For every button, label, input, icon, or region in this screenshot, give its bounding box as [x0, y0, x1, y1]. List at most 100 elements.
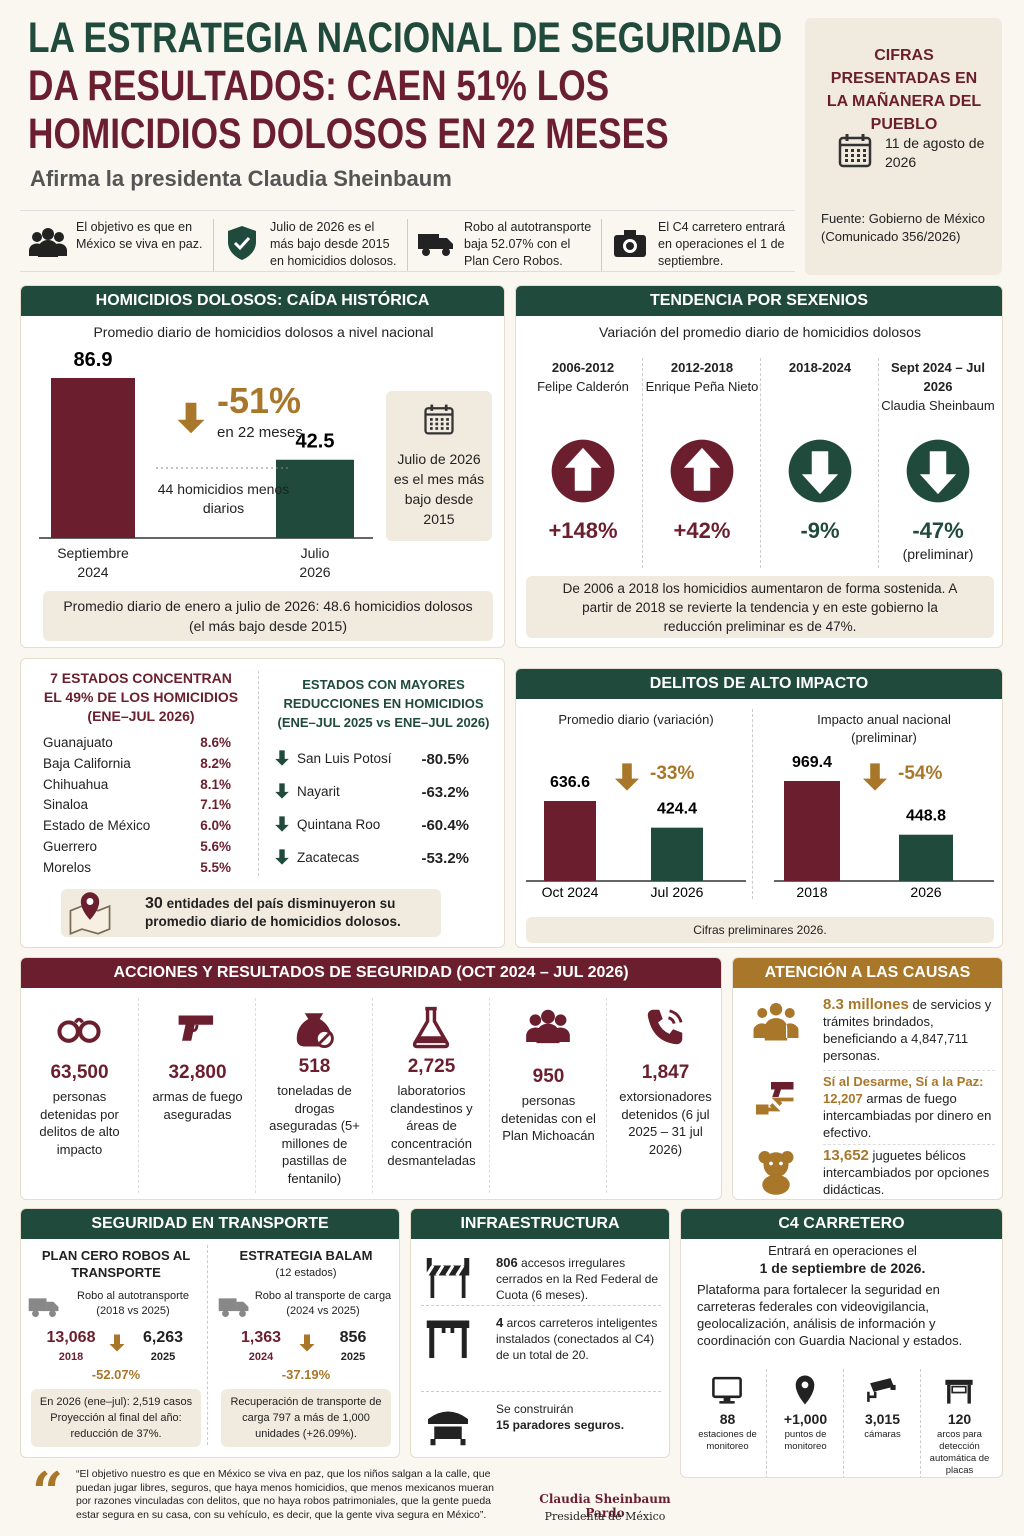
state-name: San Luis Potosí: [297, 751, 392, 766]
icon-part: [857, 149, 860, 152]
icon-part: [779, 1161, 783, 1166]
icon-part: [756, 1104, 769, 1115]
icon-part: [867, 1391, 877, 1402]
state-share: 8.2%: [200, 755, 231, 771]
note-box: En 2026 (ene–jul): 2,519 casos Proyecció…: [31, 1389, 201, 1447]
quote-role: Presidenta de México: [544, 1510, 666, 1523]
icon: [758, 1151, 794, 1195]
icon-part: [541, 1009, 555, 1024]
side-source: Fuente: Gobierno de México (Comunicado 3…: [821, 211, 986, 244]
icon-part: [190, 1024, 199, 1033]
highlight-text: Julio de 2026 es el más bajo desde 2015 …: [270, 220, 397, 268]
sexenios-panel: TENDENCIA POR SEXENIOS Variación del prom…: [515, 285, 1003, 648]
state-reduction: -60.4%: [421, 817, 469, 834]
column-divider: [207, 1245, 208, 1445]
footer-box: Promedio diario de enero a julio de 2026…: [43, 591, 493, 641]
icon-part: [78, 1020, 101, 1043]
state-share: 7.1%: [200, 797, 231, 813]
footer-text: 30 entidades del país disminuyeron su pr…: [145, 895, 435, 931]
from-year: 2024: [248, 1351, 274, 1363]
footer-text: De 2006 a 2018 los homicidios aumentaron…: [562, 580, 958, 634]
icon-part: [801, 1381, 809, 1389]
icon-part: [318, 1032, 330, 1045]
state-name: Sinaloa: [43, 797, 89, 813]
stat-value: 88: [719, 1411, 736, 1427]
icon-part: [845, 159, 848, 162]
icon-part: [757, 1008, 768, 1018]
icon: [428, 1411, 468, 1446]
president: Enrique Peña Nieto: [645, 379, 759, 394]
icon-part: [919, 451, 957, 495]
icon-part: [851, 149, 854, 152]
cause-detail: armas de fuego intercambiadas por dinero…: [823, 1091, 992, 1140]
icon-part: [863, 149, 866, 152]
icon: [614, 230, 646, 257]
program-title: PLAN CERO ROBOS AL TRANSPORTE: [41, 1248, 191, 1280]
icon-part: [624, 230, 636, 236]
icon-part: [435, 418, 439, 421]
icon-part: [275, 750, 289, 766]
action-value: 63,500: [50, 1062, 109, 1083]
footer-box: Cifras preliminares 2026.: [526, 917, 994, 943]
president: Claudia Sheinbaum: [881, 398, 995, 413]
program-subtitle: (12 estados): [275, 1267, 337, 1279]
icon: [109, 1334, 125, 1352]
bar: [899, 834, 953, 881]
icon-part: [46, 1301, 59, 1312]
cause-text: Sí al Desarme, Sí a la Paz: 12,207 armas…: [823, 1070, 995, 1141]
icon: [228, 226, 256, 260]
action-column: 518 toneladas de drogas aseguradas (5+ mi…: [255, 998, 372, 1193]
icon-part: [178, 1015, 214, 1041]
change: -52.07%: [91, 1367, 141, 1382]
cause-lead: 13,652: [823, 1147, 869, 1164]
action-column: 1,847 extorsionadores detenidos (6 jul 20…: [606, 998, 721, 1193]
bar-value: 636.6: [550, 774, 590, 791]
bar-value: 969.4: [792, 754, 832, 771]
icon-part: [275, 783, 289, 799]
to-year: 2025: [150, 1351, 176, 1363]
icon-part: [461, 1328, 467, 1358]
icon-part: [460, 1439, 466, 1446]
icon: [867, 1378, 896, 1402]
bar: [276, 459, 354, 538]
icon-part: [74, 1017, 84, 1024]
bar-value: 424.4: [657, 801, 697, 818]
change: -54%: [898, 763, 943, 784]
action-value: 950: [532, 1066, 565, 1087]
cause-detail: juguetes bélicos intercambiados por opci…: [823, 1148, 990, 1197]
delitos-panel: DELITOS DE ALTO IMPACTO Promedio diario (…: [515, 668, 1003, 948]
icon-part: [763, 1152, 789, 1178]
icon-part: [418, 234, 439, 249]
bar: [651, 827, 703, 881]
state-share: 5.6%: [200, 839, 231, 854]
icon: [647, 1009, 683, 1045]
panel-title: C4 CARRETERO: [681, 1209, 1002, 1239]
icon: [275, 750, 289, 766]
icon-part: [28, 1298, 47, 1312]
footer-text: Promedio diario de enero a julio de 2026…: [63, 598, 473, 634]
callout-box: Julio de 2026 es el mes más bajo desde 2…: [386, 391, 492, 541]
period: 2012-2018: [670, 360, 734, 375]
estados-panel: 7 ESTADOS CONCENTRAN EL 49% DE LOS HOMIC…: [20, 658, 505, 948]
icon-part: [233, 236, 251, 251]
icon-part: [801, 451, 839, 495]
icon-part: [29, 243, 67, 256]
icon-part: [890, 1384, 896, 1390]
state-reduction: -63.2%: [421, 784, 469, 801]
icon-part: [424, 407, 454, 435]
state-share: 8.6%: [200, 735, 231, 750]
action-text: laboratorios clandestinos y áreas de con…: [387, 1083, 476, 1168]
item-text: 4 arcos carreteros inteligentes instalad…: [496, 1315, 661, 1363]
state-name: Quintana Roo: [297, 817, 381, 832]
highlight: El objetivo es que en México se viva en …: [20, 219, 213, 271]
icon-part: [441, 1328, 446, 1333]
concentration-title: 7 ESTADOS CONCENTRAN EL 49% DE LOS HOMIC…: [43, 670, 239, 724]
c4-panel: C4 CARRETERO Entrará en operaciones el 1 d…: [680, 1208, 1003, 1478]
x-label: 2026: [910, 884, 941, 899]
highlight: Robo al autotransporte baja 52.07% con e…: [407, 219, 601, 271]
state-name: Baja California: [43, 755, 131, 771]
action-text: personas detenidas con el Plan Michoacán: [501, 1093, 596, 1143]
icon-part: [80, 892, 100, 920]
transporte-panel: SEGURIDAD EN TRANSPORTE PLAN CERO ROBOS A…: [20, 1208, 400, 1458]
